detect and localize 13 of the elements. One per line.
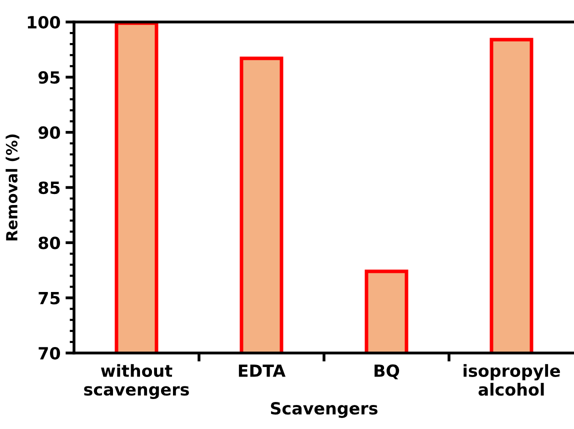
y-axis-title: Removal (%) [6,134,20,240]
x-tick-label: EDTA [238,364,286,377]
y-tick-label: 80 [38,236,60,250]
y-tick-label: 100 [28,16,60,29]
x-tick-label: without scavengers [84,364,189,400]
y-tick-label: 85 [38,181,60,194]
x-axis-title: Scavengers [270,402,378,418]
y-tick-label: 90 [38,126,60,139]
y-tick-label: 95 [38,71,60,84]
y-tick-label: 75 [38,292,60,304]
x-tick-label: BQ [374,364,400,380]
x-tick-label: isopropyle alcohol [464,364,560,396]
y-tick-label: 70 [38,346,60,360]
